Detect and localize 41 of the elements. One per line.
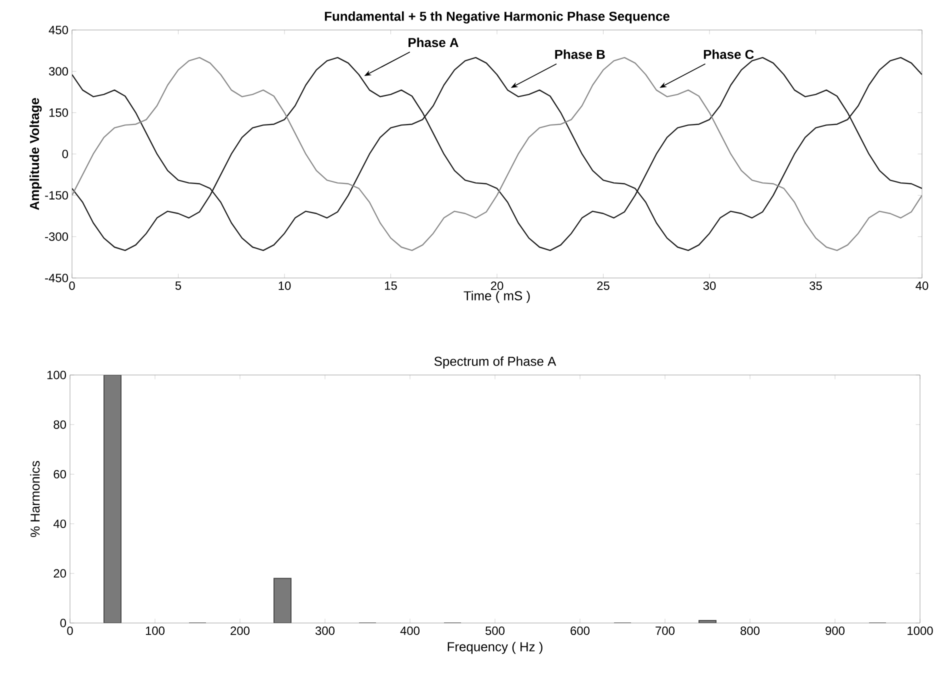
annotation: Phase A [408,38,458,48]
x-tick-label: 200 [230,626,250,635]
y-tick-label: 20 [54,569,66,578]
y-tick-label: 80 [54,420,66,429]
chart-title: Fundamental + 5 th Negative Harmonic Phase Sequence [324,11,670,24]
y-tick-label: 0 [60,618,66,628]
x-tick-label: 20 [490,282,504,290]
y-tick-label: -450 [45,274,68,282]
x-tick-label: 500 [486,626,505,635]
x-axis-title: Frequency ( Hz ) [448,642,542,654]
x-tick-label: 100 [146,626,165,635]
y-axis-title: % Harmonics [30,460,40,538]
x-tick-label: 900 [826,626,845,635]
y-tick-label: 300 [48,67,68,76]
x-tick-label: 10 [278,282,291,290]
x-tick-label: 40 [916,282,928,290]
y-tick-label: 0 [62,150,68,158]
x-tick-label: 0 [69,282,75,290]
y-tick-label: 150 [49,108,68,117]
x-tick-label: 35 [810,282,822,290]
x-tick-label: 600 [570,626,590,635]
annotation: Phase C [704,49,754,59]
y-tick-label: -150 [45,191,68,200]
x-tick-label: 800 [740,626,760,635]
x-tick-label: 1000 [908,626,933,635]
x-tick-label: 400 [400,626,420,635]
y-tick-label: 450 [48,26,68,34]
annotation: Phase B [555,49,605,59]
x-tick-label: 25 [597,282,610,290]
x-axis-title: Time ( mS ) [464,290,530,303]
y-tick-label: -300 [45,232,68,241]
x-tick-label: 700 [656,626,675,635]
x-tick-label: 300 [315,626,335,635]
y-axis-title: Amplitude Voltage [30,98,42,210]
x-tick-label: 15 [385,282,397,290]
x-tick-label: 30 [703,282,716,290]
y-tick-label: 40 [53,520,66,528]
x-tick-label: 5 [175,282,182,290]
y-tick-label: 60 [54,470,66,478]
chart-title: Spectrum of Phase A [434,356,556,368]
y-tick-label: 100 [47,370,66,380]
